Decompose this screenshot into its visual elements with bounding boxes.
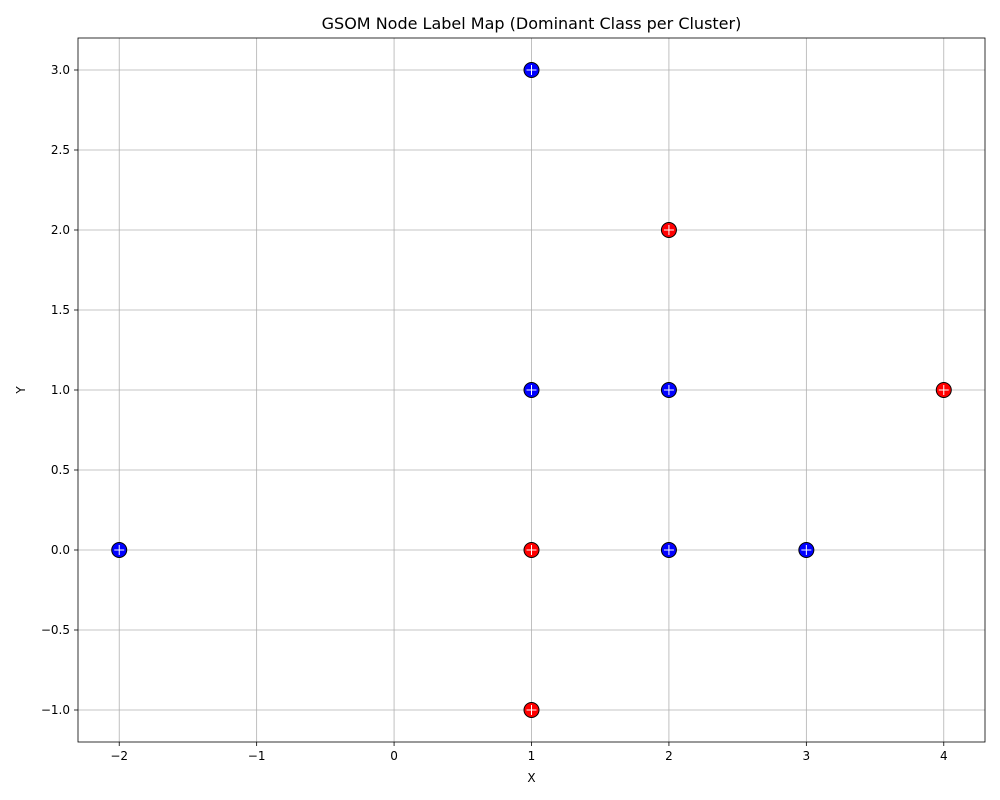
data-point bbox=[660, 542, 677, 558]
data-point bbox=[523, 702, 540, 718]
x-tick-label: 2 bbox=[665, 749, 673, 763]
y-tick-label: 1.5 bbox=[51, 303, 70, 317]
y-tick-label: 0.5 bbox=[51, 463, 70, 477]
y-tick-label: −1.0 bbox=[41, 703, 70, 717]
data-point bbox=[111, 542, 128, 558]
x-tick-label: 3 bbox=[803, 749, 811, 763]
data-points bbox=[111, 62, 952, 718]
x-tick-label: 0 bbox=[390, 749, 398, 763]
axis-ticks: −2 −1 0 1 2 3 4 −1.0 −0.5 0.0 0.5 1.0 1.5 2.0 2.5 3.0 bbox=[41, 63, 948, 763]
data-point bbox=[660, 382, 677, 398]
y-tick-label: 3.0 bbox=[51, 63, 70, 77]
data-point bbox=[660, 222, 677, 238]
x-tick-label: −2 bbox=[110, 749, 128, 763]
x-tick-label: 4 bbox=[940, 749, 948, 763]
data-point bbox=[523, 382, 540, 398]
y-tick-label: 2.5 bbox=[51, 143, 70, 157]
x-tick-label: −1 bbox=[248, 749, 266, 763]
chart-title: GSOM Node Label Map (Dominant Class per … bbox=[322, 14, 742, 33]
data-point bbox=[523, 62, 540, 78]
y-tick-label: 1.0 bbox=[51, 383, 70, 397]
x-tick-label: 1 bbox=[528, 749, 536, 763]
x-axis-label: X bbox=[527, 771, 535, 785]
data-point bbox=[798, 542, 815, 558]
y-tick-label: −0.5 bbox=[41, 623, 70, 637]
y-tick-label: 2.0 bbox=[51, 223, 70, 237]
y-tick-label: 0.0 bbox=[51, 543, 70, 557]
y-axis-label: Y bbox=[14, 386, 28, 395]
data-point bbox=[523, 542, 540, 558]
data-point bbox=[935, 382, 952, 398]
